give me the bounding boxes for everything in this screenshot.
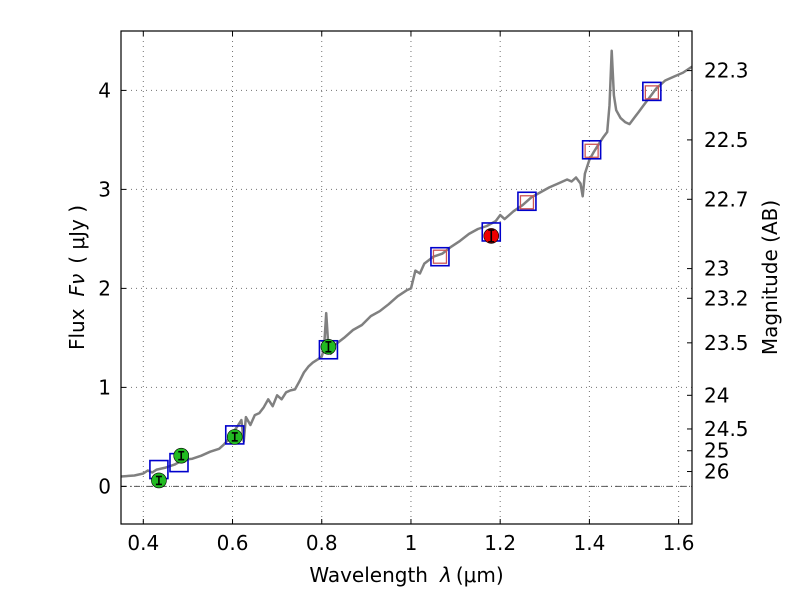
y2-tick-label: 26 — [704, 460, 729, 484]
y2-tick-label: 22.7 — [704, 187, 749, 211]
x-tick-label: 0.4 — [127, 531, 159, 555]
y2-tick-label: 22.3 — [704, 59, 749, 83]
spectrum-line — [120, 49, 693, 478]
x-tick-label: 0.6 — [217, 531, 249, 555]
plot-frame — [120, 30, 693, 525]
grid — [121, 31, 692, 524]
model-flux-box — [581, 139, 602, 160]
y-tick-label: 4 — [98, 78, 111, 102]
y2-tick-label: 23 — [704, 257, 729, 281]
x-tick-label: 0.8 — [306, 531, 338, 555]
model-flux-box — [517, 191, 537, 212]
y-axis-title: Flux Fν ( μJy ) — [65, 205, 89, 350]
y-tick-label: 3 — [98, 177, 111, 201]
y-axis-unit: ( μJy ) — [65, 205, 89, 264]
y-tick-label: 1 — [98, 375, 111, 399]
y2-tick-label: 24 — [704, 383, 729, 407]
limit-box — [519, 195, 535, 210]
y-axis-title-text: Flux — [65, 308, 89, 350]
y2-tick-label: 25 — [704, 439, 729, 463]
x-tick-label: 1.6 — [663, 531, 695, 555]
limit-box — [644, 85, 660, 100]
x-axis-unit: (μm) — [456, 563, 504, 587]
y2-tick-label: 22.5 — [704, 128, 749, 152]
y-tick-label: 2 — [98, 276, 111, 300]
x-axis-symbol: λ — [439, 563, 452, 587]
y2-tick-label: 24.5 — [704, 417, 749, 441]
x-axis-ticks: 0.4 0.6 0.8 1 1.2 1.4 1.6 — [127, 31, 695, 555]
limit-box — [432, 249, 448, 264]
limit-box — [584, 143, 599, 158]
x-tick-label: 1.4 — [573, 531, 605, 555]
x-axis-title: Wavelength λ (μm) — [309, 563, 503, 587]
y-axis-symbol: Fν — [65, 274, 89, 297]
x-axis-title-text: Wavelength — [309, 563, 428, 587]
y2-axis-title: Magnitude (AB) — [758, 200, 782, 355]
model-flux-box — [430, 246, 450, 267]
photometry-marks — [149, 81, 662, 489]
y-axis-ticks: 0 1 2 3 4 — [98, 78, 126, 498]
model-flux-box — [642, 81, 662, 102]
spectrum-series — [120, 49, 693, 478]
x-tick-label: 1 — [405, 531, 418, 555]
x-tick-label: 1.2 — [484, 531, 516, 555]
y2-tick-label: 23.2 — [704, 286, 749, 310]
y-tick-label: 0 — [98, 474, 111, 498]
y2-tick-label: 23.5 — [704, 331, 749, 355]
